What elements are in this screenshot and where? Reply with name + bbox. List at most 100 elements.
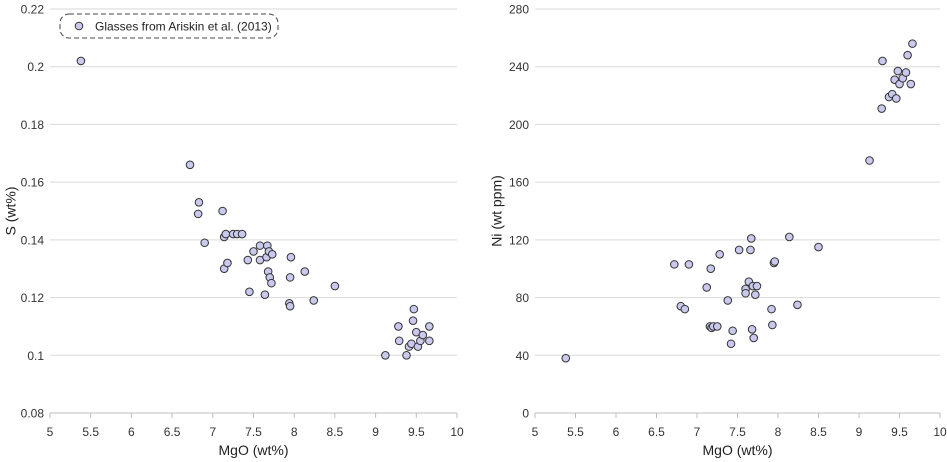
s-chart-y-tick-label: 0.16 (21, 176, 45, 190)
s-chart-data-point (381, 350, 390, 360)
s-chart-data-point (221, 229, 231, 239)
s-chart-data-point (425, 322, 434, 331)
ni-chart-data-point (751, 290, 760, 299)
ni-chart-data-point (684, 260, 694, 269)
ni-chart-data-point (715, 249, 724, 259)
s-chart-data-point (218, 206, 227, 216)
s-chart-x-tick-label: 6.5 (164, 425, 181, 439)
ni-chart-data-point (749, 333, 759, 343)
s-chart-y-ticks: 0.08 0.1 0.12 0.14 0.16 0.18 0.2 0.22 (21, 3, 45, 421)
ni-chart-x-tick-label: 5.5 (567, 425, 584, 439)
ni-chart-x-tick-label: 7 (694, 425, 701, 439)
legend-box (59, 13, 279, 39)
s-chart-data-point (394, 336, 404, 346)
ni-chart-data-point (906, 79, 916, 89)
ni-chart-data-point (680, 304, 690, 314)
s-chart-data-point (402, 350, 411, 360)
s-chart-x-tick-label: 8 (291, 425, 298, 439)
ni-chart-data-point (785, 232, 794, 242)
ni-chart-x-ticks: 5 5.5 6 6.5 7 7.5 8 8.5 9 9.5 10 (532, 413, 947, 439)
ni-chart-data-point (908, 39, 917, 48)
s-chart-data-point (425, 336, 434, 346)
ni-chart-data-point (877, 104, 886, 113)
ni-chart-y-tick-label: 0 (522, 407, 529, 421)
s-chart-x-tick-label: 7.5 (245, 425, 262, 439)
ni-chart-data-point (702, 283, 712, 292)
ni-chart-data-point (865, 156, 874, 165)
ni-chart-data-point (747, 325, 757, 334)
ni-chart-data-point (712, 322, 722, 331)
s-chart-x-axis-label: MgO (wt%) (219, 442, 289, 458)
ni-chart-data-point (901, 68, 911, 77)
s-chart-data-point (309, 296, 319, 305)
ni-chart-data-point (903, 50, 912, 60)
s-chart-data-point (185, 160, 195, 170)
s-chart-data-point (200, 238, 209, 248)
s-chart-data-point (267, 278, 276, 288)
ni-chart-data-point (893, 66, 903, 76)
s-chart-x-tick-label: 9 (372, 425, 379, 439)
ni-chart-data-point (793, 300, 802, 310)
s-chart-data-point (249, 247, 258, 256)
s-chart-y-tick-label: 0.14 (21, 233, 45, 247)
ni-chart-data-point (814, 242, 823, 252)
s-chart-y-tick-label: 0.18 (21, 118, 45, 132)
ni-chart-data-point (878, 56, 887, 66)
s-chart-data-point (300, 267, 310, 276)
ni-chart-y-ticks: 0 40 80 120 160 200 240 280 (509, 3, 529, 421)
s-chart-x-ticks: 5 5.5 6 6.5 7 7.5 8 8.5 9 9.5 10 (47, 413, 464, 439)
ni-chart-y-tick-label: 200 (509, 118, 529, 132)
s-chart-data-point (285, 273, 295, 282)
s-chart-x-tick-label: 7 (209, 425, 216, 439)
s-chart-x-tick-label: 9.5 (408, 425, 425, 439)
s-chart-data-point (245, 287, 254, 297)
s-chart-y-tick-label: 0.2 (27, 60, 44, 74)
ni-chart-y-axis-label: Ni (wt ppm) (489, 175, 505, 247)
ni-chart-data-point (728, 326, 737, 336)
s-chart-data-point (76, 56, 86, 66)
ni-chart-data-point (768, 320, 777, 330)
ni-chart-data-point (706, 264, 716, 274)
legend-marker-icon (74, 21, 84, 31)
s-chart-data-point (243, 255, 253, 265)
ni-chart-gridlines (535, 8, 940, 356)
ni-chart-y-tick-label: 40 (516, 349, 530, 363)
ni-chart-data-point (891, 94, 901, 103)
s-chart-data-point (267, 249, 277, 259)
s-chart-gridlines (50, 8, 457, 356)
ni-chart-y-tick-label: 240 (509, 60, 529, 74)
s-chart-data-point (418, 330, 428, 340)
ni-chart-x-tick-label: 8.5 (810, 425, 827, 439)
s-chart-x-tick-label: 5.5 (82, 425, 99, 439)
s-chart-data-point (330, 281, 340, 291)
ni-chart-data-point (670, 260, 679, 269)
ni-chart-x-tick-label: 6 (613, 425, 620, 439)
ni-chart-data-point (746, 245, 755, 255)
s-chart-data-point (194, 198, 204, 207)
s-chart-x-tick-label: 8.5 (327, 425, 344, 439)
ni-chart-x-tick-label: 10 (933, 425, 947, 439)
ni-chart-data-point (770, 257, 780, 266)
s-chart-data-point (408, 316, 418, 325)
ni-chart-data-point (561, 353, 571, 363)
ni-chart-data-point (752, 281, 762, 291)
ni-chart-data-point (741, 288, 750, 298)
s-chart-x-tick-label: 10 (450, 425, 464, 439)
ni-chart-x-tick-label: 8 (775, 425, 782, 439)
ni-chart-x-tick-label: 7.5 (729, 425, 746, 439)
legend: Glasses from Ariskin et al. (2013) (59, 13, 279, 39)
ni-vs-mgo-chart: 5 5.5 6 6.5 7 7.5 8 8.5 9 9.5 10 0 40 80 120 160 200 240… (489, 3, 947, 459)
ni-chart-data-point (723, 296, 733, 305)
ni-chart-x-axis-label: MgO (wt%) (703, 442, 773, 458)
s-chart-data-point (255, 241, 265, 250)
s-chart-x-tick-label: 5 (47, 425, 54, 439)
s-chart-data-point (409, 304, 419, 314)
s-chart-data-point (223, 258, 232, 268)
ni-chart-x-tick-label: 9 (856, 425, 863, 439)
ni-chart-data-point (746, 234, 756, 243)
ni-chart-data-point (734, 245, 744, 255)
s-chart-y-tick-label: 0.12 (21, 291, 45, 305)
legend-entry-label: Glasses from Ariskin et al. (2013) (95, 20, 272, 34)
s-vs-mgo-chart: 5 5.5 6 6.5 7 7.5 8 8.5 9 9.5 10 0.080.10.120.140.… (3, 3, 464, 459)
